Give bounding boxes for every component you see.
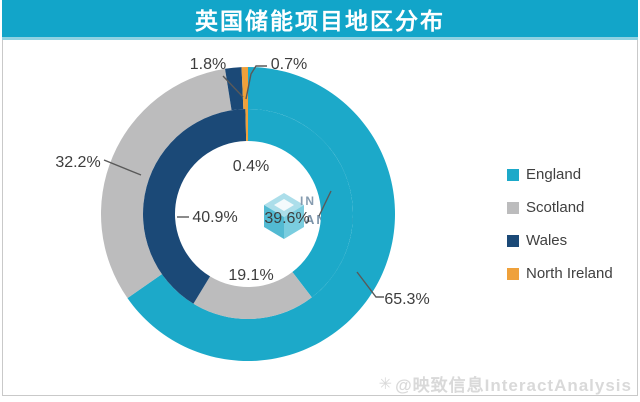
legend-item-england: England	[507, 158, 613, 191]
legend-swatch-wales	[507, 234, 519, 247]
legend-label-wales: Wales	[526, 232, 568, 249]
slice-outer-ring-england	[127, 67, 395, 361]
label-northireland-inner: 0.4%	[232, 158, 270, 175]
legend: England Scotland Wales North Ireland	[507, 158, 613, 290]
leader-scotland-outer	[103, 159, 142, 176]
slice-inner-ring-scotland	[193, 271, 312, 319]
chart-title-bar: 英国储能项目地区分布	[2, 0, 638, 40]
leader-england-outer	[356, 271, 384, 298]
legend-item-wales: Wales	[507, 224, 613, 257]
watermark-text: @映致信息InteractAnalysis	[395, 376, 632, 395]
slice-inner-ring-england	[248, 109, 353, 298]
logo-text-top: IN	[300, 194, 316, 208]
label-scotland-outer: 32.2%	[55, 154, 101, 171]
legend-label-england: England	[526, 166, 582, 183]
label-england-outer: 65.3%	[384, 291, 430, 308]
legend-item-scotland: Scotland	[507, 191, 613, 224]
leader-lines	[103, 65, 384, 298]
leader-england-inner	[318, 190, 332, 217]
slice-outer-ring-scotland	[100, 68, 232, 299]
label-scotland-inner: 19.1%	[228, 267, 274, 284]
leader-northireland-outer	[245, 65, 267, 100]
interact-analysis-logo-icon	[264, 193, 304, 239]
legend-item-north-ireland: North Ireland	[507, 257, 613, 290]
legend-label-scotland: Scotland	[526, 199, 585, 216]
slice-inner-ring-north-ireland	[245, 109, 248, 142]
label-wales-inner: 40.9%	[192, 209, 238, 226]
label-wales-outer: 1.8%	[189, 56, 227, 73]
label-northireland-outer: 0.7%	[270, 56, 308, 73]
legend-swatch-north-ireland	[507, 267, 519, 280]
legend-swatch-england	[507, 168, 519, 181]
leader-wales-outer	[222, 75, 244, 98]
bottom-watermark: ✳ @映致信息InteractAnalysis	[379, 371, 632, 396]
label-england-inner: 39.6%	[264, 210, 310, 227]
doughnut-rings	[100, 67, 395, 361]
legend-swatch-scotland	[507, 201, 519, 214]
watermark-logo-icon: ✳	[378, 375, 394, 393]
slice-inner-ring-wales	[142, 109, 247, 304]
chart-title: 英国储能项目地区分布	[195, 7, 445, 34]
legend-label-north-ireland: North Ireland	[526, 265, 613, 282]
